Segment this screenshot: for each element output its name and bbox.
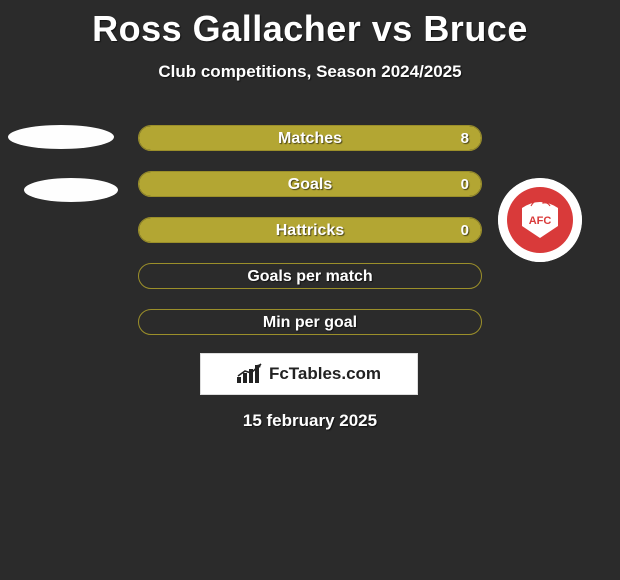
club-logo: AFC <box>498 178 582 262</box>
stat-label: Min per goal <box>139 310 481 334</box>
comparison-widget: Ross Gallacher vs Bruce Club competition… <box>0 0 620 580</box>
page-title: Ross Gallacher vs Bruce <box>0 0 620 50</box>
stat-row: Goals per match <box>138 263 482 289</box>
stat-row: Min per goal <box>138 309 482 335</box>
player-placeholder <box>24 178 118 202</box>
bars-icon <box>237 363 263 385</box>
stat-label: Hattricks <box>139 218 481 242</box>
stat-row: Hattricks0 <box>138 217 482 243</box>
club-logo-icon: AFC <box>498 178 582 262</box>
stat-label: Goals per match <box>139 264 481 288</box>
stats-list: Matches8Goals0Hattricks0Goals per matchM… <box>138 125 482 355</box>
stat-row: Goals0 <box>138 171 482 197</box>
stat-value: 8 <box>461 126 469 150</box>
stat-label: Goals <box>139 172 481 196</box>
subtitle: Club competitions, Season 2024/2025 <box>0 62 620 82</box>
brand-text: FcTables.com <box>269 364 381 384</box>
stat-value: 0 <box>461 172 469 196</box>
stat-value: 0 <box>461 218 469 242</box>
stat-row: Matches8 <box>138 125 482 151</box>
brand-badge[interactable]: FcTables.com <box>200 353 418 395</box>
player-placeholder <box>8 125 114 149</box>
date-text: 15 february 2025 <box>0 411 620 431</box>
stat-label: Matches <box>139 126 481 150</box>
svg-text:AFC: AFC <box>529 215 552 227</box>
